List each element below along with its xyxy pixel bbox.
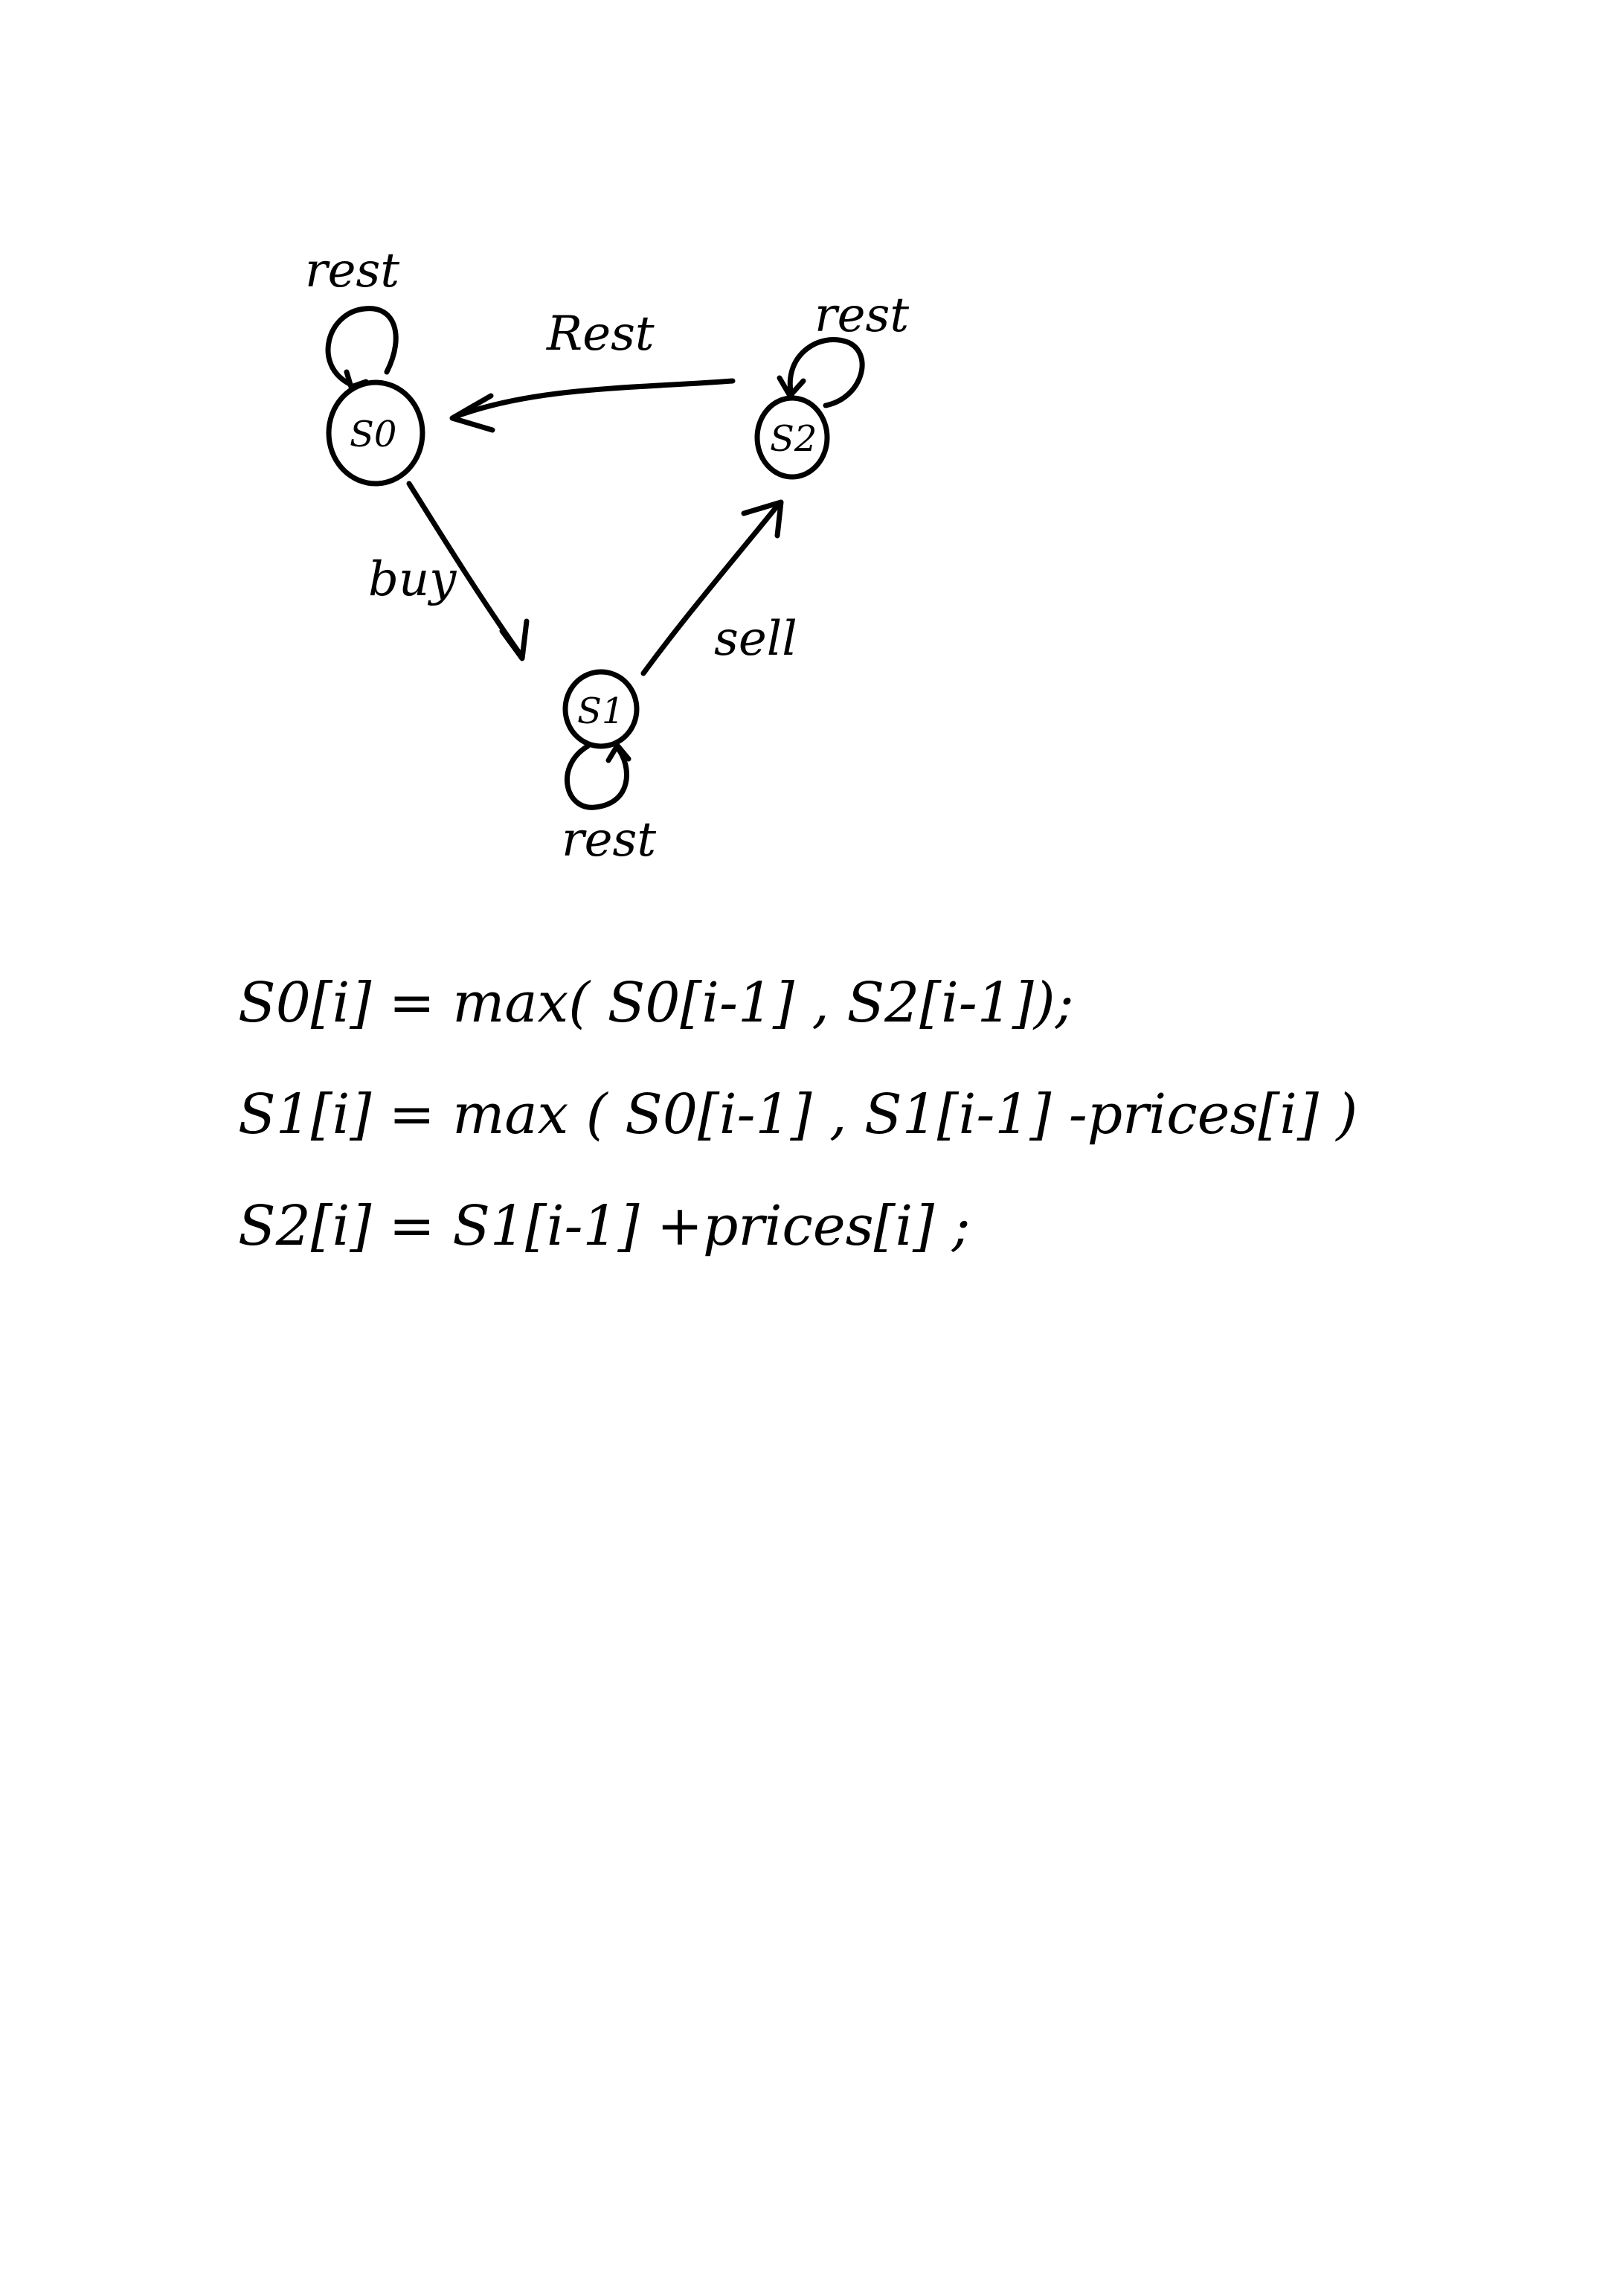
state-s0-self-loop-arrowhead [344,369,369,390]
recurrence-equations: S0[i] = max( S0[i-1] , S2[i-1]); S1[i] =… [238,967,1503,1303]
transition-s0-to-s1: buy [368,481,530,661]
state-s0-self-loop-label: rest [305,243,399,298]
state-s0-circle [326,379,425,487]
state-s2-label: S2 [770,418,817,460]
state-diagram: S0 rest S2 rest S1 rest Rest [305,243,909,868]
transition-s1-to-s2-arrowhead [741,499,784,539]
transition-s0-to-s1-arrowhead [499,618,530,661]
state-s1-self-loop [565,743,629,810]
state-s0-label: S0 [350,414,396,455]
equation-s2: S2[i] = S1[i-1] +prices[i] ; [238,1194,971,1259]
state-s2-self-loop-arrowhead [777,375,806,399]
state-s0-self-loop [325,306,399,387]
transition-s1-to-s2: sell [640,499,797,676]
state-s1-circle [562,669,640,749]
state-s1-self-loop-arrowhead [605,743,631,763]
equation-s1: S1[i] = max ( S0[i-1] , S1[i-1] -prices[… [238,1083,1358,1147]
equation-s0: S0[i] = max( S0[i-1] , S2[i-1]); [238,971,1074,1035]
transition-s1-to-s2-label: sell [714,612,797,667]
transition-s1-to-s2-line [640,503,780,676]
transition-s2-to-s0: Rest [449,307,736,433]
transition-s2-to-s0-arrowhead [449,393,495,433]
transition-s0-to-s1-label: buy [368,552,457,607]
state-s1-self-loop-label: rest [562,812,656,868]
state-s2: S2 rest [754,288,909,480]
state-s2-self-loop-label: rest [814,288,909,343]
state-s2-self-loop [787,337,865,408]
transition-s2-to-s0-line [452,378,736,420]
state-s1-label: S1 [577,690,624,732]
transition-s2-to-s0-label: Rest [546,307,655,362]
state-s0: S0 rest [305,243,425,487]
state-s1: S1 rest [562,669,656,868]
